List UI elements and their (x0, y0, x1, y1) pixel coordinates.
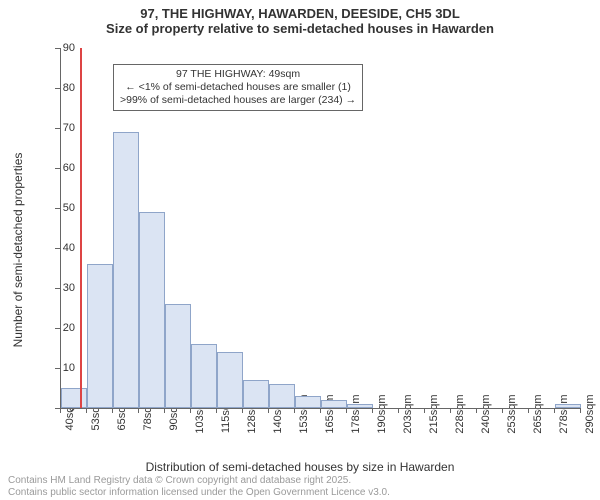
histogram-bar (347, 404, 373, 408)
title-line2: Size of property relative to semi-detach… (0, 21, 600, 36)
histogram-bar (61, 388, 87, 408)
footer: Contains HM Land Registry data © Crown c… (8, 475, 390, 498)
histogram-bar (269, 384, 295, 408)
x-tick-label: 290sqm (584, 394, 596, 433)
annotation-box: 97 THE HIGHWAY: 49sqm ← <1% of semi-deta… (113, 64, 363, 111)
histogram-bar (139, 212, 165, 408)
histogram-bar (165, 304, 191, 408)
histogram-bar (243, 380, 269, 408)
plot-area: 97 THE HIGHWAY: 49sqm ← <1% of semi-deta… (60, 48, 581, 409)
footer-line2: Contains public sector information licen… (8, 487, 390, 499)
histogram-bar (295, 396, 321, 408)
histogram-bar (87, 264, 113, 408)
annotation-line3: >99% of semi-detached houses are larger … (120, 94, 356, 107)
annotation-line2: ← <1% of semi-detached houses are smalle… (120, 81, 356, 94)
histogram-bar (113, 132, 139, 408)
reference-line (80, 48, 82, 408)
histogram-bar (555, 404, 581, 408)
title-block: 97, THE HIGHWAY, HAWARDEN, DEESIDE, CH5 … (0, 6, 600, 36)
footer-line1: Contains HM Land Registry data © Crown c… (8, 475, 390, 487)
x-axis-label: Distribution of semi-detached houses by … (0, 460, 600, 474)
histogram-bar (321, 400, 347, 408)
title-line1: 97, THE HIGHWAY, HAWARDEN, DEESIDE, CH5 … (0, 6, 600, 21)
histogram-bar (191, 344, 217, 408)
annotation-line1: 97 THE HIGHWAY: 49sqm (120, 68, 356, 81)
y-axis-label: Number of semi-detached properties (11, 110, 25, 390)
histogram-bar (217, 352, 243, 408)
chart-container: 97, THE HIGHWAY, HAWARDEN, DEESIDE, CH5 … (0, 0, 600, 500)
